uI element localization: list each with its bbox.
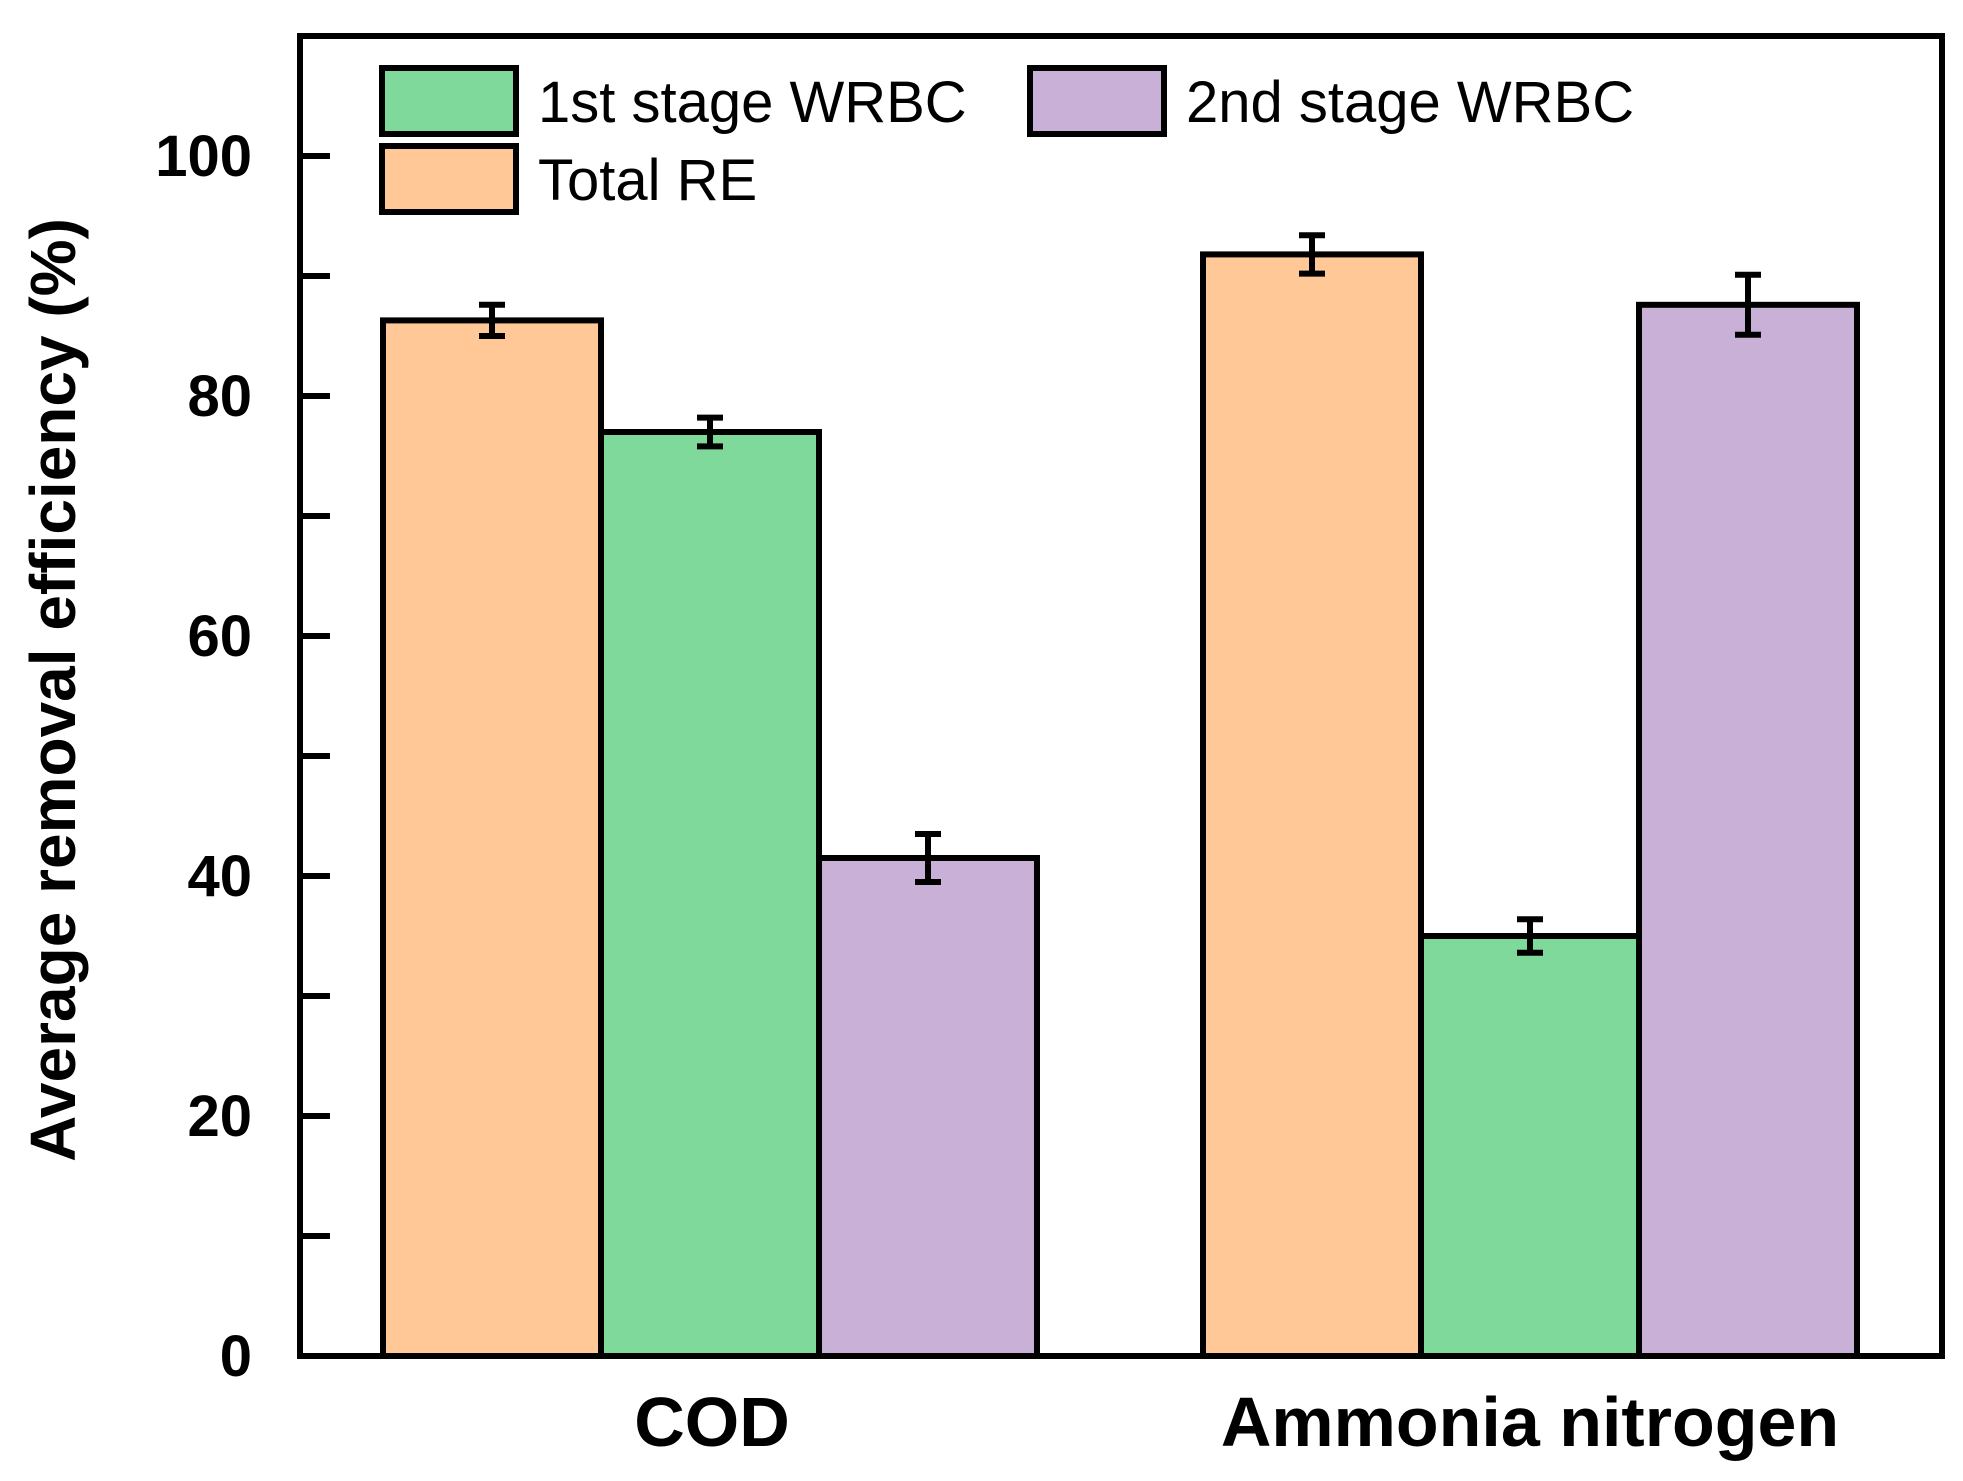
bar-ammonia-nitrogen-2nd-stage-wrbc [1636,301,1860,1359]
bar-cod-1st-stage-wrbc [598,429,822,1359]
bar-ammonia-nitrogen-1st-stage-wrbc [1418,933,1642,1359]
legend-label-1st-stage-wrbc: 1st stage WRBC [538,70,967,135]
legend: 1st stage WRBC 2nd stage WRBC Total RE [379,65,1634,215]
x-category-label-ammonia-nitrogen: Ammonia nitrogen [1221,1383,1839,1461]
y-tick-label: 40 [187,844,252,909]
bar-cod-total-re [380,317,604,1359]
legend-swatch-2nd-stage-wrbc [1027,65,1167,137]
legend-swatch-total-re [379,143,519,215]
y-tick-label: 20 [187,1084,252,1149]
legend-label-total-re: Total RE [538,148,757,213]
legend-swatch-1st-stage-wrbc [379,65,519,137]
bars-layer [380,251,1860,1359]
y-axis-ticks: 0 20 40 60 80 100 [155,124,330,1389]
x-category-label-cod: COD [634,1383,790,1461]
y-tick-label: 100 [155,124,252,189]
plot-frame [297,33,1945,1359]
y-tick-label: 60 [187,604,252,669]
legend-label-2nd-stage-wrbc: 2nd stage WRBC [1186,70,1634,135]
y-tick-label: 0 [220,1324,252,1389]
bar-cod-2nd-stage-wrbc [816,855,1040,1359]
y-axis-title: Average removal efficiency (%) [17,218,89,1162]
error-bars-layer [479,232,1761,956]
y-tick-label: 80 [187,364,252,429]
bar-ammonia-nitrogen-total-re [1200,251,1424,1359]
